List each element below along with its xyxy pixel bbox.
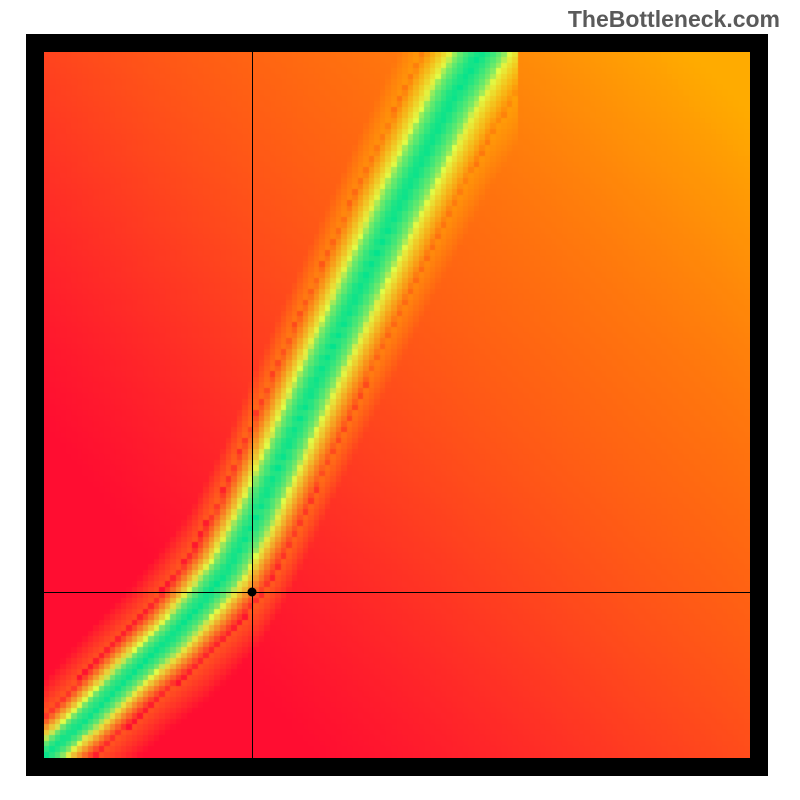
- watermark-text: TheBottleneck.com: [568, 6, 780, 33]
- heatmap-canvas: [44, 52, 750, 758]
- crosshair-horizontal: [44, 592, 750, 593]
- crosshair-vertical: [252, 52, 253, 758]
- root-container: TheBottleneck.com: [0, 0, 800, 800]
- crosshair-marker-dot: [248, 588, 257, 597]
